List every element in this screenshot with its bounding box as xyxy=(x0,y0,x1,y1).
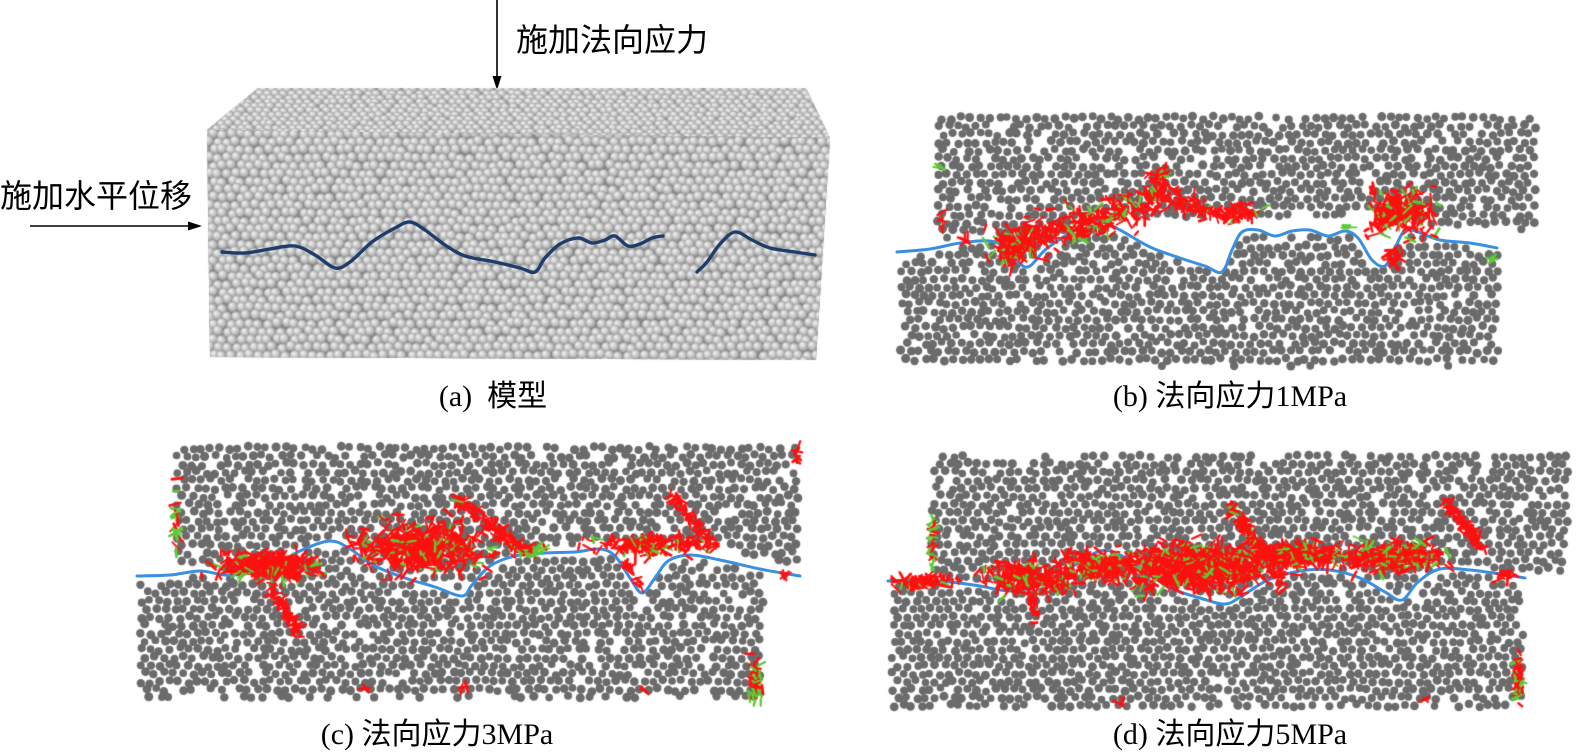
caption-c: (c) 法向应力3MPa xyxy=(320,718,554,751)
particle-model-3d xyxy=(195,78,840,368)
panel-a-model xyxy=(195,78,840,368)
panel-b-normal-stress-1mpa xyxy=(890,105,1550,377)
panel-d-normal-stress-5mpa xyxy=(880,445,1576,720)
crack-distribution xyxy=(880,445,1576,720)
caption-b: (b) 法向应力1MPa xyxy=(1112,380,1348,413)
joint-profile-segment xyxy=(695,230,817,274)
joint-overlay xyxy=(220,220,817,275)
horizontal-displacement-label: 施加水平位移 xyxy=(0,178,193,214)
joint-profile-segment xyxy=(220,220,665,275)
crack-distribution xyxy=(130,435,810,710)
crack-distribution xyxy=(890,105,1550,377)
caption-d: (d) 法向应力5MPa xyxy=(1112,718,1348,751)
normal-stress-label: 施加法向应力 xyxy=(516,22,709,58)
caption-a: (a) 模型 xyxy=(438,380,548,413)
panel-c-normal-stress-3mpa xyxy=(130,435,810,710)
horizontal-displacement-arrow xyxy=(30,221,202,231)
